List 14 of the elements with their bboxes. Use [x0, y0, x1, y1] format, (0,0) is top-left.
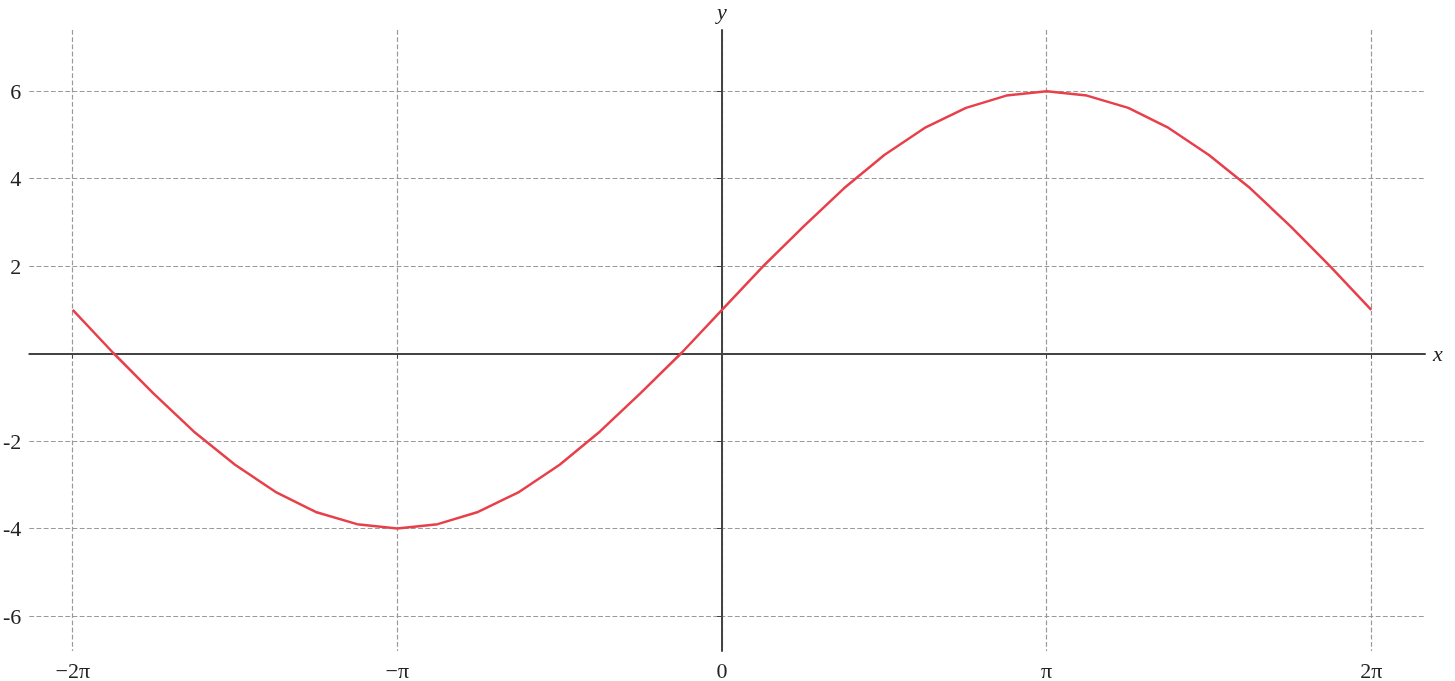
y-tick-label: -4	[3, 516, 22, 542]
x-tick-label: −π	[385, 657, 410, 681]
x-tick-label: −2π	[55, 657, 90, 681]
y-tick-label: -2	[3, 428, 22, 454]
y-tick-label: -6	[3, 603, 22, 629]
x-tick-label: 0	[716, 657, 728, 681]
line-series	[71, 89, 1373, 530]
y-axis-title: y	[715, 0, 728, 24]
y-tick-label: 6	[10, 78, 22, 104]
x-axis-title: x	[1432, 341, 1443, 367]
y-tick-label: 4	[10, 166, 22, 192]
x-tick-label: π	[1041, 657, 1053, 681]
y-tick-label: 2	[10, 253, 22, 279]
x-tick-label: 2π	[1360, 657, 1383, 681]
